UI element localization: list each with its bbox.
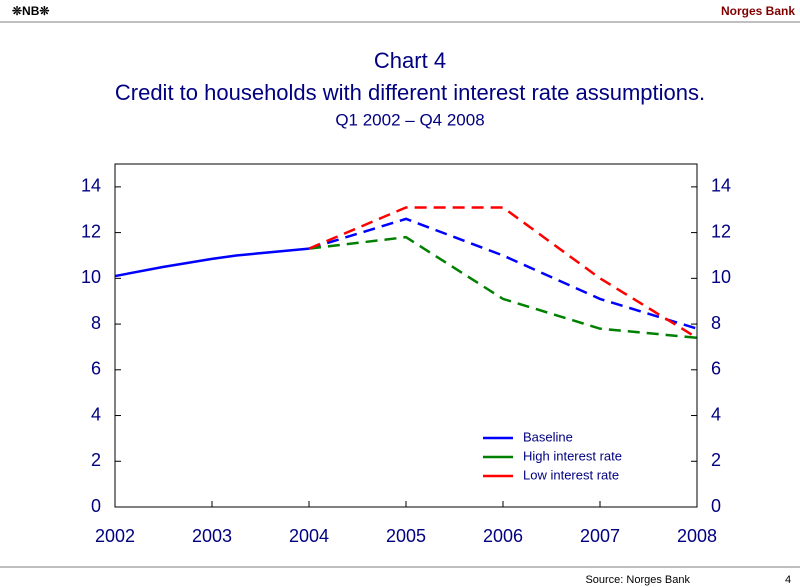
y2-tick-label: 4 bbox=[711, 404, 721, 424]
y2-tick-label: 6 bbox=[711, 359, 721, 379]
page-number: 4 bbox=[785, 574, 791, 586]
y2-tick-label: 8 bbox=[711, 313, 721, 333]
chart-subtitle: Credit to households with different inte… bbox=[115, 80, 705, 105]
series-line bbox=[308, 217, 698, 330]
y-tick-label: 4 bbox=[91, 404, 101, 424]
legend-label: High interest rate bbox=[523, 448, 622, 463]
x-tick-label: 2003 bbox=[192, 526, 232, 546]
logo: ❊NB❊ bbox=[12, 4, 49, 18]
x-tick-label: 2004 bbox=[289, 526, 329, 546]
series-line bbox=[114, 247, 310, 278]
y2-tick-label: 0 bbox=[711, 496, 721, 516]
x-tick-label: 2006 bbox=[483, 526, 523, 546]
x-tick-label: 2008 bbox=[677, 526, 717, 546]
chart-title: Chart 4 bbox=[374, 48, 446, 73]
source: Source: Norges Bank bbox=[585, 574, 690, 586]
organization: Norges Bank bbox=[721, 4, 795, 18]
y-tick-label: 0 bbox=[91, 496, 101, 516]
x-tick-label: 2007 bbox=[580, 526, 620, 546]
legend-label: Low interest rate bbox=[523, 467, 619, 482]
y-tick-label: 6 bbox=[91, 359, 101, 379]
series-line bbox=[308, 206, 698, 339]
y-tick-label: 10 bbox=[81, 267, 101, 287]
y-tick-label: 12 bbox=[81, 221, 101, 241]
y2-tick-label: 12 bbox=[711, 221, 731, 241]
x-tick-label: 2002 bbox=[95, 526, 135, 546]
chart-period: Q1 2002 – Q4 2008 bbox=[335, 110, 484, 129]
y2-tick-label: 10 bbox=[711, 267, 731, 287]
legend-label: Baseline bbox=[523, 429, 573, 444]
x-tick-label: 2005 bbox=[386, 526, 426, 546]
y-tick-label: 8 bbox=[91, 313, 101, 333]
y-tick-label: 2 bbox=[91, 450, 101, 470]
y2-tick-label: 14 bbox=[711, 176, 731, 196]
y-tick-label: 14 bbox=[81, 176, 101, 196]
series-line bbox=[308, 235, 698, 340]
y2-tick-label: 2 bbox=[711, 450, 721, 470]
